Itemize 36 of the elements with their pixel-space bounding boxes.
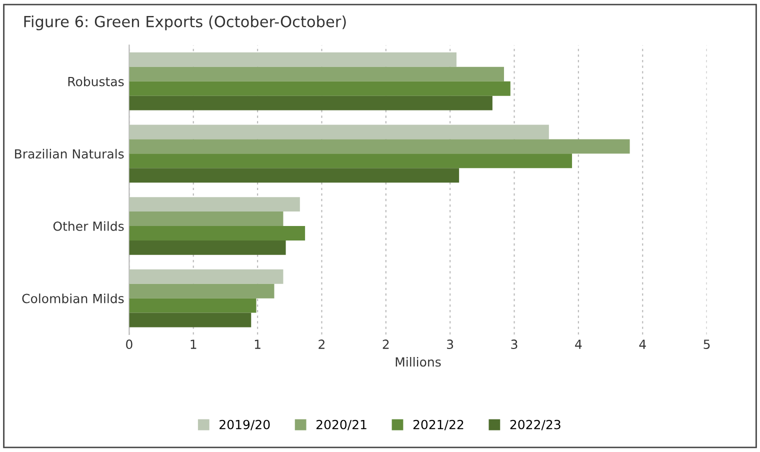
chart-title: Figure 6: Green Exports (October-October) (24, 16, 346, 30)
bar (129, 52, 457, 67)
bar (129, 81, 510, 96)
bar (129, 124, 549, 140)
x-tick-label: 1 (190, 340, 196, 349)
legend-label: 2019/20 (220, 420, 270, 430)
bar (129, 226, 306, 240)
bar (129, 212, 284, 226)
bar (129, 154, 572, 168)
y-tick-label: Other Milds (53, 221, 124, 231)
x-tick-label: 4 (639, 340, 646, 349)
bar (129, 168, 460, 183)
x-tick-label: 3 (511, 340, 518, 350)
bar (129, 66, 504, 82)
x-tick-label: 5 (704, 340, 710, 350)
x-tick-label: 2 (318, 340, 324, 349)
bar (129, 312, 252, 328)
y-tick-label: Brazilian Naturals (15, 148, 124, 159)
x-tick-label: 1 (254, 340, 260, 349)
bar (129, 240, 286, 255)
bar (129, 197, 300, 212)
x-axis-title: Millions (396, 356, 441, 367)
bar (129, 298, 256, 313)
legend-label: 2020/21 (316, 420, 366, 430)
bar (129, 284, 274, 298)
bar (129, 269, 284, 284)
x-tick-label: 3 (447, 340, 454, 350)
x-tick-label: 0 (126, 340, 132, 350)
y-tick-label: Robustas (68, 76, 124, 86)
x-tick-label: 4 (575, 340, 582, 349)
bar (129, 96, 492, 110)
legend-label: 2022/23 (510, 420, 560, 430)
bar (129, 139, 630, 154)
x-tick-label: 2 (382, 340, 389, 349)
legend-label: 2021/22 (413, 420, 464, 430)
y-tick-label: Colombian Milds (22, 294, 124, 304)
